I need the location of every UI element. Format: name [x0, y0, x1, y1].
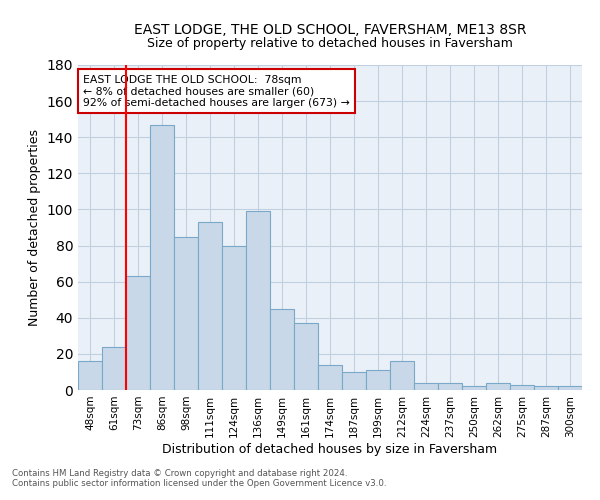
Bar [342, 372, 366, 390]
Bar [150, 124, 174, 390]
Text: Size of property relative to detached houses in Faversham: Size of property relative to detached ho… [147, 38, 513, 51]
Text: Contains public sector information licensed under the Open Government Licence v3: Contains public sector information licen… [12, 478, 386, 488]
Bar [78, 361, 102, 390]
Bar [270, 308, 294, 390]
Bar [390, 361, 414, 390]
Bar [198, 222, 222, 390]
Text: EAST LODGE THE OLD SCHOOL:  78sqm
← 8% of detached houses are smaller (60)
92% o: EAST LODGE THE OLD SCHOOL: 78sqm ← 8% of… [83, 74, 350, 108]
Bar [294, 323, 318, 390]
Bar [486, 383, 510, 390]
Text: EAST LODGE, THE OLD SCHOOL, FAVERSHAM, ME13 8SR: EAST LODGE, THE OLD SCHOOL, FAVERSHAM, M… [134, 22, 526, 36]
Bar [174, 236, 198, 390]
Bar [222, 246, 246, 390]
Bar [102, 346, 126, 390]
Bar [126, 276, 150, 390]
Bar [462, 386, 486, 390]
Y-axis label: Number of detached properties: Number of detached properties [28, 129, 41, 326]
Bar [558, 386, 582, 390]
Bar [414, 383, 438, 390]
X-axis label: Distribution of detached houses by size in Faversham: Distribution of detached houses by size … [163, 442, 497, 456]
Bar [438, 383, 462, 390]
Bar [318, 364, 342, 390]
Bar [534, 386, 558, 390]
Bar [366, 370, 390, 390]
Bar [246, 211, 270, 390]
Text: Contains HM Land Registry data © Crown copyright and database right 2024.: Contains HM Land Registry data © Crown c… [12, 468, 347, 477]
Bar [510, 384, 534, 390]
